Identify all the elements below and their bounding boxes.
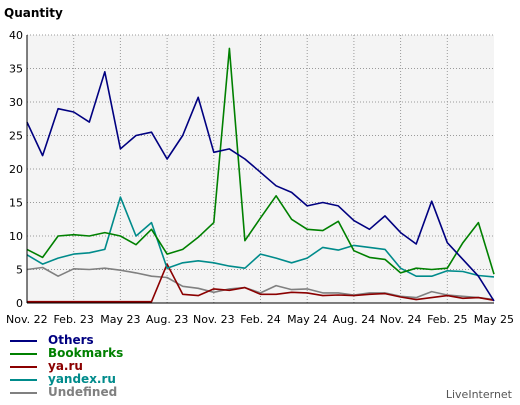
x-tick-label: Feb. 24	[240, 313, 280, 326]
legend-swatch	[10, 340, 37, 342]
x-tick-label: Aug. 24	[333, 313, 375, 326]
series-line-others	[26, 71, 495, 302]
x-tick-label: Nov. 22	[6, 313, 48, 326]
x-tick-label: Aug. 23	[146, 313, 188, 326]
legend-label: yandex.ru	[48, 372, 116, 386]
y-tick-label: 30	[9, 96, 23, 109]
series-line-ya-ru	[27, 263, 495, 303]
y-axis-title: Quantity	[4, 6, 63, 20]
plot-area-background	[27, 35, 494, 303]
legend-label: Undefined	[48, 385, 118, 399]
legend-swatch	[10, 366, 37, 368]
legend-swatch	[10, 353, 37, 355]
x-tick-label: May 24	[287, 313, 327, 326]
y-tick-label: 10	[9, 230, 23, 243]
y-axis-ticks: 0 5 10 15 20 25 30 35 40	[9, 29, 23, 310]
series-line-undefined	[26, 266, 495, 301]
x-tick-label: Nov. 24	[380, 313, 422, 326]
y-tick-label: 15	[9, 197, 23, 210]
y-tick-label: 25	[9, 130, 23, 143]
x-tick-label: May 25	[474, 313, 514, 326]
y-tick-label: 5	[16, 264, 23, 277]
y-tick-label: 0	[16, 297, 23, 310]
series-lines	[26, 47, 495, 303]
series-line-bookmarks	[26, 47, 495, 275]
legend-swatch	[10, 392, 37, 394]
y-tick-label: 40	[9, 29, 23, 42]
legend-swatch	[10, 379, 37, 381]
legend-label: Others	[48, 333, 94, 347]
y-tick-label: 35	[9, 63, 23, 76]
x-tick-label: Feb. 23	[53, 313, 93, 326]
x-tick-label: Feb. 25	[427, 313, 467, 326]
x-tick-label: May 23	[100, 313, 140, 326]
legend-label: ya.ru	[48, 359, 83, 373]
legend-label: Bookmarks	[48, 346, 124, 360]
credit-label: LiveInternet	[445, 388, 512, 401]
series-line-yandex-ru	[26, 196, 495, 278]
x-axis-ticks: Nov. 22 Feb. 23 May 23 Aug. 23 Nov. 23 Feb. 2…	[6, 313, 514, 326]
y-tick-label: 20	[9, 163, 23, 176]
x-tick-label: Nov. 23	[193, 313, 235, 326]
